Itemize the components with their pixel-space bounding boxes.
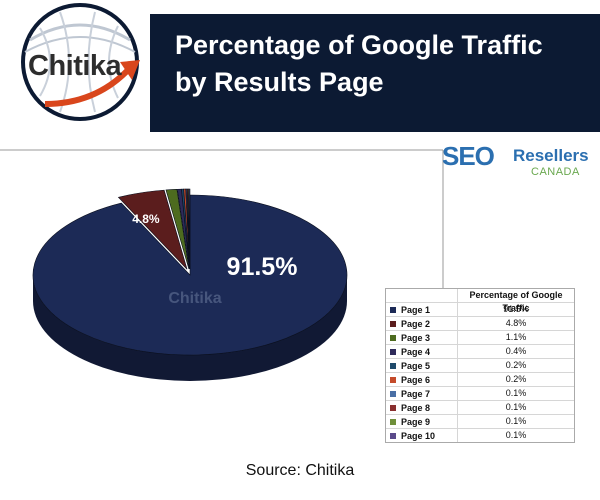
pie-slice <box>32 194 348 356</box>
legend-series-label: Page 4 <box>401 346 431 357</box>
page-title-line-2: by Results Page <box>175 67 384 97</box>
chitika-logo-text: Chitika <box>28 50 122 82</box>
pie-data-label: 4.8% <box>132 212 160 226</box>
legend-swatch <box>390 418 396 425</box>
legend-series-label: Page 7 <box>401 388 431 399</box>
legend-swatch <box>390 390 396 397</box>
legend-series-label: Page 9 <box>401 416 431 427</box>
legend-swatch <box>390 404 396 411</box>
legend-series-label: Page 10 <box>401 430 436 441</box>
legend-row: Page 7 0.1% <box>386 387 574 401</box>
seo-logo-text: SEO <box>442 141 495 171</box>
seo-logo-canada: CANADA <box>531 166 580 178</box>
legend-series-label: Page 6 <box>401 374 431 385</box>
legend-series-cell: Page 9 <box>386 415 458 428</box>
pie-watermark: Chitika <box>168 290 221 307</box>
legend-series-cell: Page 5 <box>386 359 458 372</box>
legend-value: 0.1% <box>505 388 527 398</box>
legend-row: Page 2 4.8% <box>386 317 574 331</box>
legend-value: 1.1% <box>505 332 527 342</box>
legend-swatch <box>390 432 396 439</box>
page-title-line-1: Percentage of Google Traffic <box>175 30 543 60</box>
legend-row: Page 9 0.1% <box>386 415 574 429</box>
pie-data-label: 91.5% <box>227 253 298 281</box>
pie-chart: Chitika 91.5% 4.8% <box>0 149 444 381</box>
legend-series-cell: Page 3 <box>386 331 458 344</box>
legend-header-row: Percentage of Google Traffic <box>386 289 574 313</box>
legend-series-cell: Page 7 <box>386 387 458 400</box>
legend-header-label: Percentage of Google Traffic <box>469 290 563 313</box>
pie-slice <box>117 189 188 270</box>
legend-value: 4.8% <box>505 318 527 328</box>
legend-series-cell: Page 1 <box>386 303 458 316</box>
legend-value: 0.1% <box>505 430 527 440</box>
legend-series-label: Page 1 <box>401 304 431 315</box>
banner-stripe <box>150 118 600 132</box>
legend-series-cell: Page 4 <box>386 345 458 358</box>
legend-swatch <box>390 348 396 355</box>
legend-series-cell: Page 2 <box>386 317 458 330</box>
pie-slice-side <box>33 275 347 381</box>
legend-series-label: Page 8 <box>401 402 431 413</box>
legend-value: 0.4% <box>505 346 527 356</box>
legend-row: Page 5 0.2% <box>386 359 574 373</box>
logo-swoosh-arrow <box>44 67 131 107</box>
chitika-logo <box>21 3 140 121</box>
legend-value: 91.5% <box>503 304 529 314</box>
legend-swatch <box>390 362 396 369</box>
header-banner <box>21 3 600 132</box>
legend-table: Percentage of Google Traffic Page 1 91.5%… <box>385 288 575 443</box>
legend-row: Page 4 0.4% <box>386 345 574 359</box>
legend-value: 0.1% <box>505 402 527 412</box>
legend-row: Page 3 1.1% <box>386 331 574 345</box>
legend-value: 0.2% <box>505 374 527 384</box>
legend-swatch <box>390 334 396 341</box>
banner-background <box>150 14 600 118</box>
source-caption: Source: Chitika <box>245 462 355 479</box>
legend-series-cell: Page 8 <box>386 401 458 414</box>
legend-row: Page 8 0.1% <box>386 401 574 415</box>
legend-value: 0.2% <box>505 360 527 370</box>
legend-series-cell: Page 10 <box>386 429 458 442</box>
legend-row: Page 6 0.2% <box>386 373 574 387</box>
pie-slice <box>165 188 190 270</box>
legend-swatch <box>390 376 396 383</box>
legend-row: Page 10 0.1% <box>386 429 574 442</box>
seo-logo-resellers: Resellers <box>513 146 589 165</box>
legend-header-blank <box>386 289 458 302</box>
legend-series-cell: Page 6 <box>386 373 458 386</box>
legend-series-label: Page 2 <box>401 318 431 329</box>
legend-series-label: Page 3 <box>401 332 431 343</box>
legend-series-label: Page 5 <box>401 360 431 371</box>
pie-slice <box>188 188 191 270</box>
legend-row: Page 1 91.5% <box>386 303 574 317</box>
legend-swatch <box>390 306 396 313</box>
legend-value: 0.1% <box>505 416 527 426</box>
legend-swatch <box>390 320 396 327</box>
